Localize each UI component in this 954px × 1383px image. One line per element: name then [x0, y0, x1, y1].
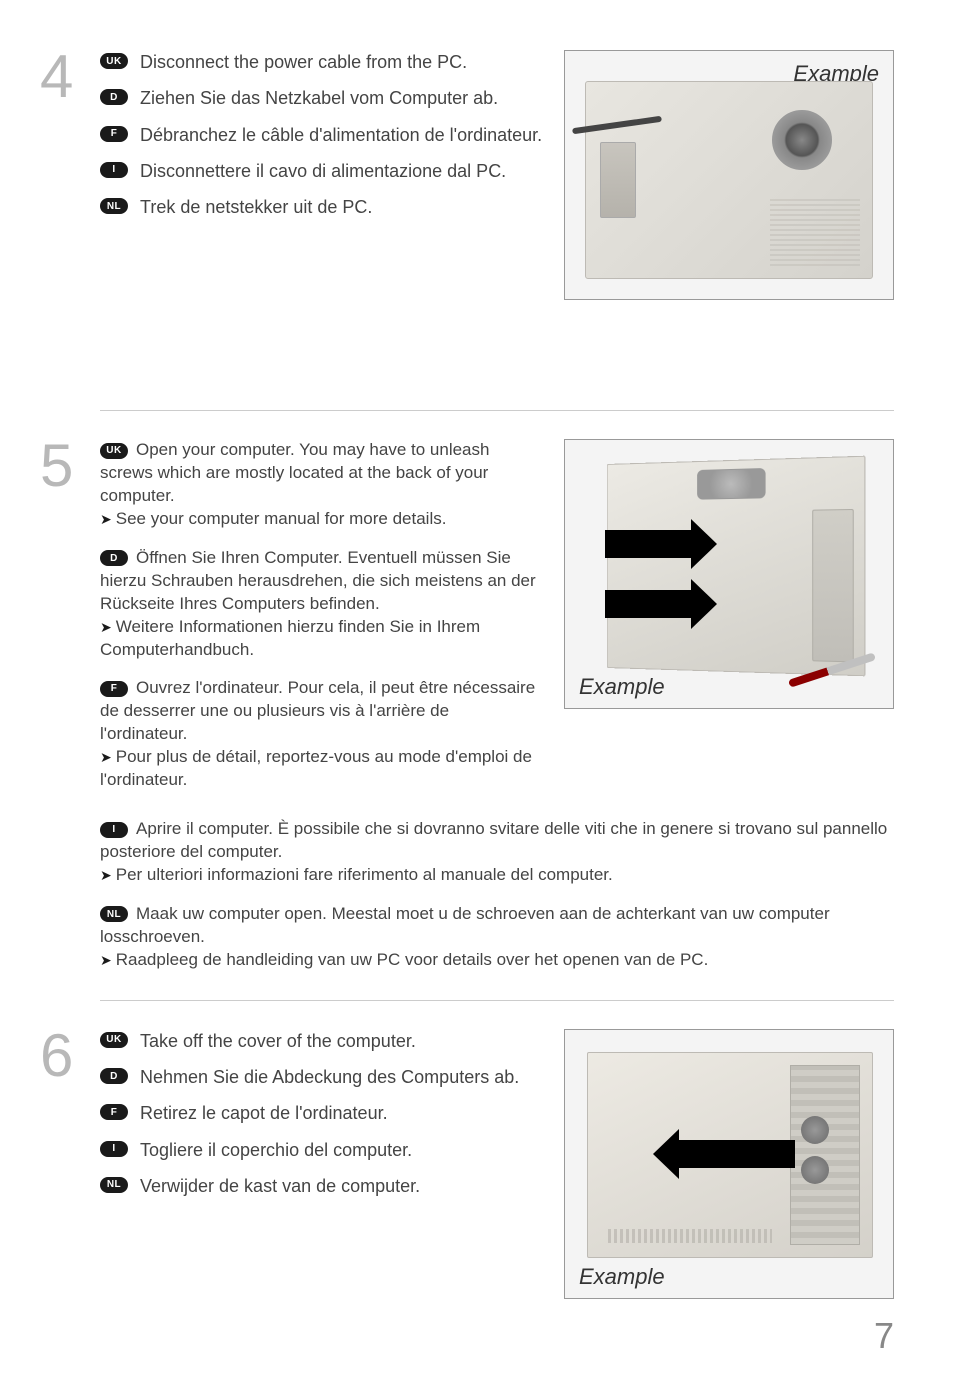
step-6-i-text: Togliere il coperchio del computer. [140, 1138, 412, 1162]
step-4-number: 4 [40, 50, 82, 104]
step-6-d-text: Nehmen Sie die Abdeckung des Computers a… [140, 1065, 519, 1089]
step-5-uk-block: UKOpen your computer. You may have to un… [100, 439, 540, 531]
step-4-nl-row: NL Trek de netstekker uit de PC. [100, 195, 554, 219]
step-5-uk-main: Open your computer. You may have to unle… [100, 440, 489, 505]
d-badge: D [100, 550, 128, 566]
divider [100, 1000, 894, 1001]
step-5-d-main: Öffnen Sie Ihren Computer. Eventuell müs… [100, 548, 536, 613]
step-4-section: 4 UK Disconnect the power cable from the… [40, 50, 894, 300]
step-6-content: UK Take off the cover of the computer. D… [100, 1029, 554, 1299]
step-4-d-row: D Ziehen Sie das Netzkabel vom Computer … [100, 86, 554, 110]
f-badge: F [100, 1104, 128, 1120]
nl-badge: NL [100, 906, 128, 922]
step-4-nl-text: Trek de netstekker uit de PC. [140, 195, 372, 219]
step-5-i-main: Aprire il computer. È possibile che si d… [100, 819, 887, 861]
step-6-f-text: Retirez le capot de l'ordinateur. [140, 1101, 388, 1125]
step-4-f-row: F Débranchez le câble d'alimentation de … [100, 123, 554, 147]
step-5-example-image: Example [564, 439, 894, 709]
step-5-nl-block: NLMaak uw computer open. Meestal moet u … [100, 903, 894, 972]
step-5-nl-main: Maak uw computer open. Meestal moet u de… [100, 904, 830, 946]
step-6-nl-text: Verwijder de kast van de computer. [140, 1174, 420, 1198]
divider [100, 410, 894, 411]
step-5-f-main: Ouvrez l'ordinateur. Pour cela, il peut … [100, 678, 535, 743]
f-badge: F [100, 126, 128, 142]
step-4-uk-row: UK Disconnect the power cable from the P… [100, 50, 554, 74]
step-4-i-row: I Disconnettere il cavo di alimentazione… [100, 159, 554, 183]
uk-badge: UK [100, 53, 128, 69]
step-5-d-bullet: Weitere Informationen hierzu finden Sie … [100, 617, 480, 659]
step-6-uk-row: UK Take off the cover of the computer. [100, 1029, 554, 1053]
step-5-d-block: DÖffnen Sie Ihren Computer. Eventuell mü… [100, 547, 540, 662]
i-badge: I [100, 1141, 128, 1157]
arrow-icon [605, 590, 695, 618]
step-6-d-row: D Nehmen Sie die Abdeckung des Computers… [100, 1065, 554, 1089]
pc-back-illustration [585, 81, 873, 279]
page-number: 7 [874, 1315, 894, 1357]
nl-badge: NL [100, 1177, 128, 1193]
step-4-uk-text: Disconnect the power cable from the PC. [140, 50, 467, 74]
arrow-icon [605, 530, 695, 558]
pc-side-illustration [607, 456, 866, 677]
arrow-icon [675, 1140, 795, 1168]
step-6-section: 6 UK Take off the cover of the computer.… [40, 1029, 894, 1299]
step-6-i-row: I Togliere il coperchio del computer. [100, 1138, 554, 1162]
i-badge: I [100, 162, 128, 178]
step-6-nl-row: NL Verwijder de kast van de computer. [100, 1174, 554, 1198]
step-5-below-column: IAprire il computer. È possibile che si … [40, 818, 894, 972]
step-5-left-column: UKOpen your computer. You may have to un… [100, 439, 540, 808]
d-badge: D [100, 89, 128, 105]
step-4-d-text: Ziehen Sie das Netzkabel vom Computer ab… [140, 86, 498, 110]
step-6-f-row: F Retirez le capot de l'ordinateur. [100, 1101, 554, 1125]
step-5-nl-bullet: Raadpleeg de handleiding van uw PC voor … [100, 950, 708, 969]
step-5-section: 5 UKOpen your computer. You may have to … [40, 439, 894, 808]
step-4-example-image: Example [564, 50, 894, 300]
d-badge: D [100, 1068, 128, 1084]
step-6-number: 6 [40, 1029, 82, 1083]
uk-badge: UK [100, 443, 128, 459]
step-6-example-image: Example [564, 1029, 894, 1299]
step-4-content: UK Disconnect the power cable from the P… [100, 50, 554, 300]
nl-badge: NL [100, 198, 128, 214]
step-4-f-text: Débranchez le câble d'alimentation de l'… [140, 123, 542, 147]
step-5-f-bullet: Pour plus de détail, reportez-vous au mo… [100, 747, 532, 789]
step-5-i-block: IAprire il computer. È possibile che si … [100, 818, 894, 887]
step-4-i-text: Disconnettere il cavo di alimentazione d… [140, 159, 506, 183]
f-badge: F [100, 681, 128, 697]
example-label: Example [579, 674, 665, 700]
step-5-uk-bullet: See your computer manual for more detail… [100, 509, 446, 528]
step-5-f-block: FOuvrez l'ordinateur. Pour cela, il peut… [100, 677, 540, 792]
step-5-number: 5 [40, 439, 82, 493]
example-label: Example [579, 1264, 665, 1290]
uk-badge: UK [100, 1032, 128, 1048]
step-5-i-bullet: Per ulteriori informazioni fare riferime… [100, 865, 613, 884]
step-6-uk-text: Take off the cover of the computer. [140, 1029, 416, 1053]
i-badge: I [100, 822, 128, 838]
